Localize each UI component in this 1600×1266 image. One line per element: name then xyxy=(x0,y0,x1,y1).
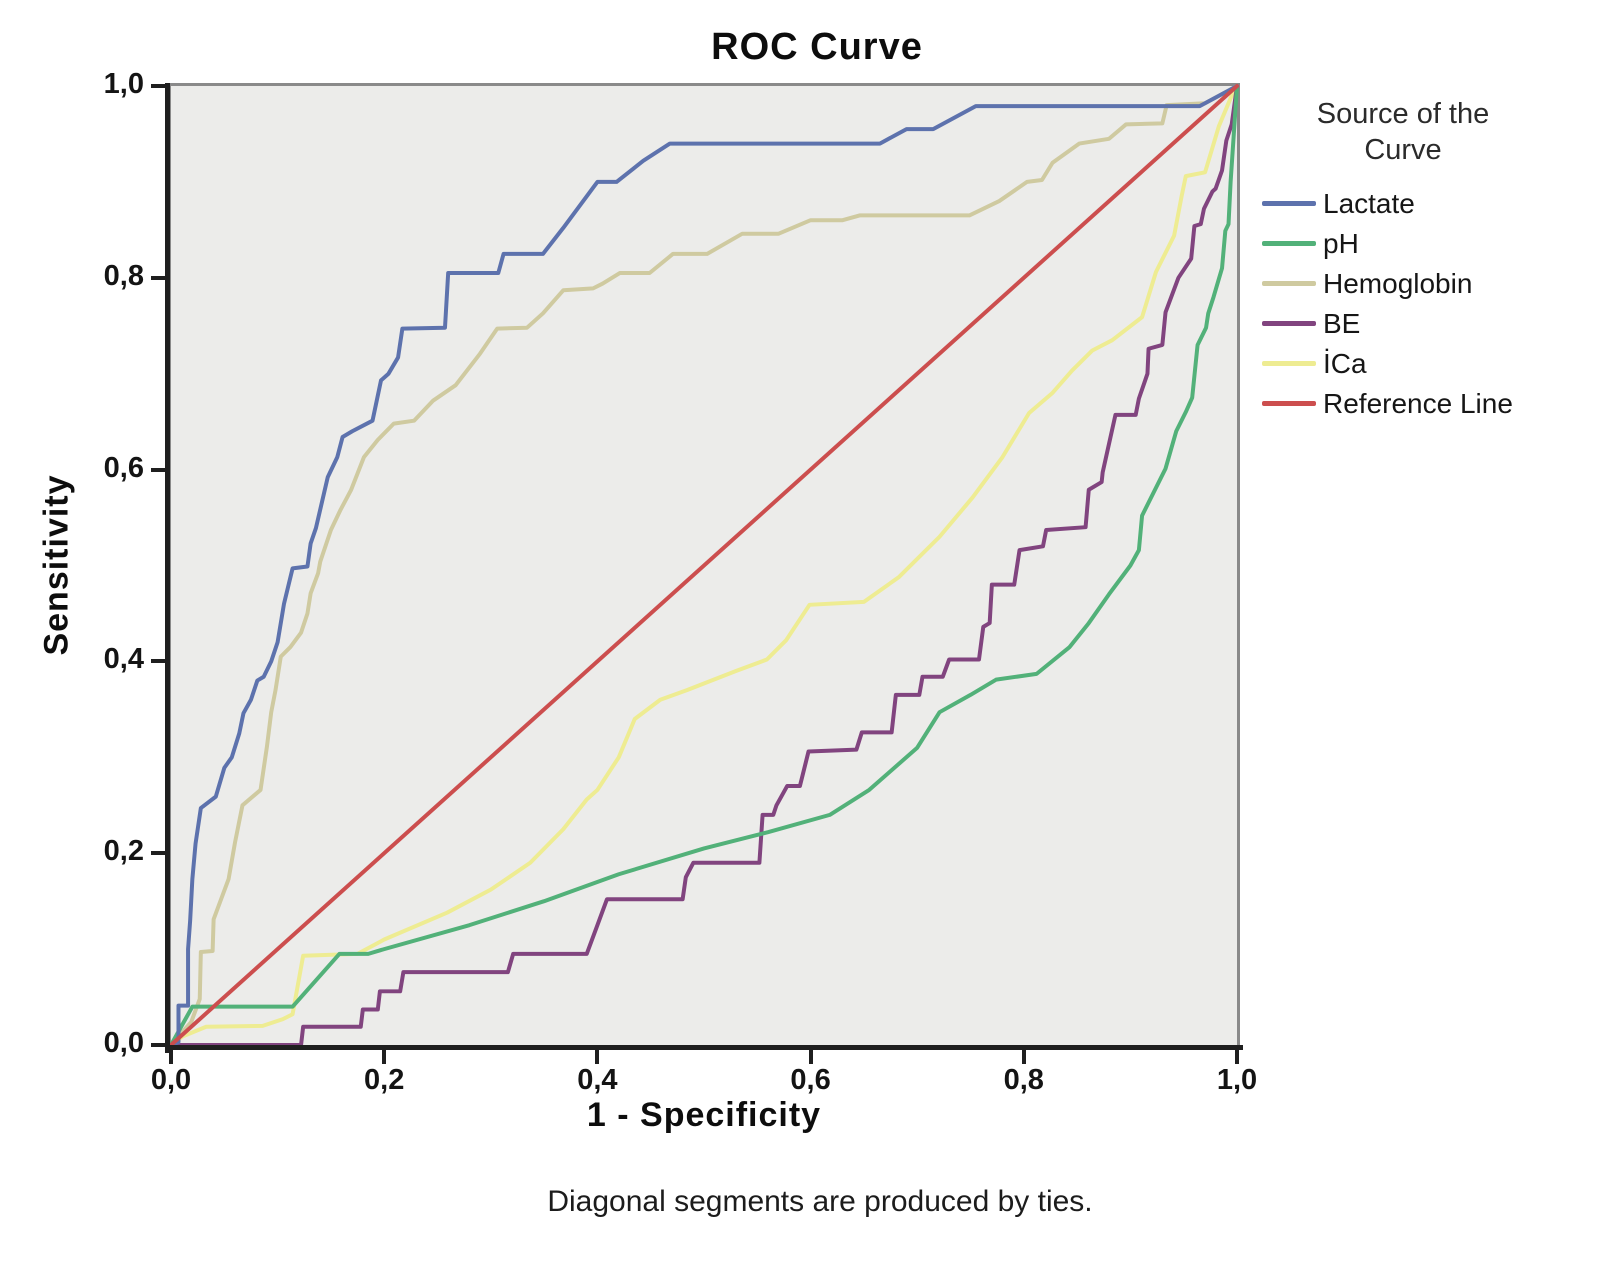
y-tick xyxy=(151,1043,165,1047)
x-tick-label: 0,0 xyxy=(150,1064,192,1096)
be-line-swatch-icon xyxy=(1262,321,1316,326)
y-tick-label: 0,8 xyxy=(103,259,144,292)
legend-entry-hemoglobin: Hemoglobin xyxy=(1262,267,1558,299)
x-tick-label: 0,8 xyxy=(1003,1064,1044,1096)
legend-title: Source of the Curve xyxy=(1248,96,1558,169)
legend-entry-reference-line: Reference Line xyxy=(1262,387,1558,419)
legend-label: Lactate xyxy=(1323,187,1415,219)
y-tick-label: 0,0 xyxy=(103,1027,144,1059)
y-tick-label: 0,2 xyxy=(103,835,144,868)
y-axis-title: Sensitivity xyxy=(37,474,76,656)
ica-line-swatch-icon xyxy=(1262,361,1316,366)
x-tick xyxy=(808,1050,813,1064)
x-tick-label: 1,0 xyxy=(1216,1064,1258,1096)
legend-entries: Lactate pH Hemoglobin BE İCa Reference L… xyxy=(1262,187,1558,419)
legend-entry-ph: pH xyxy=(1262,227,1558,259)
y-tick xyxy=(151,467,165,472)
y-tick-label: 0,6 xyxy=(103,451,144,484)
y-tick-label: 0,4 xyxy=(103,643,144,676)
roc-curves-canvas xyxy=(169,84,1239,1047)
y-tick-label: 1,0 xyxy=(103,68,144,100)
x-tick-label: 0,2 xyxy=(364,1064,405,1096)
x-tick xyxy=(169,1050,173,1064)
curve-lactate xyxy=(169,84,1239,1047)
curve-ph xyxy=(169,84,1239,1047)
lactate-line-swatch-icon xyxy=(1262,201,1316,206)
footnote-caption: Diagonal segments are produced by ties. xyxy=(547,1185,1093,1218)
legend-label: İCa xyxy=(1323,347,1367,379)
x-tick xyxy=(1235,1050,1239,1064)
legend-entry-lactate: Lactate xyxy=(1262,187,1558,219)
legend: Source of the Curve Lactate pH Hemoglobi… xyxy=(1248,96,1558,429)
curve-hemoglobin xyxy=(169,84,1239,1047)
legend-label: Hemoglobin xyxy=(1323,267,1473,299)
hemoglobin-line-swatch-icon xyxy=(1262,281,1316,286)
legend-label: pH xyxy=(1323,227,1359,259)
curve-reference-line xyxy=(169,84,1239,1047)
legend-entry-be: BE xyxy=(1262,307,1558,339)
legend-title-line1: Source of the xyxy=(1316,98,1490,130)
y-tick xyxy=(151,659,165,664)
reference-line-swatch-icon xyxy=(1262,401,1316,406)
x-tick xyxy=(1021,1050,1026,1064)
legend-entry-ica: İCa xyxy=(1262,347,1558,379)
legend-label: Reference Line xyxy=(1323,387,1513,419)
x-tick xyxy=(595,1050,600,1064)
chart-title: ROC Curve xyxy=(711,26,923,68)
x-axis-line xyxy=(165,1045,1243,1050)
legend-title-line2: Curve xyxy=(1364,134,1442,167)
x-tick-label: 0,4 xyxy=(577,1064,618,1096)
plot-area xyxy=(168,83,1240,1048)
y-tick xyxy=(151,84,165,88)
y-axis-line xyxy=(165,83,170,1053)
y-tick xyxy=(151,275,165,280)
x-axis-title: 1 - Specificity xyxy=(586,1096,822,1134)
x-tick xyxy=(382,1050,387,1064)
x-tick-label: 0,6 xyxy=(790,1064,831,1096)
ph-line-swatch-icon xyxy=(1262,241,1316,246)
y-tick xyxy=(151,851,165,856)
curve-be xyxy=(169,84,1239,1047)
legend-label: BE xyxy=(1323,307,1361,339)
